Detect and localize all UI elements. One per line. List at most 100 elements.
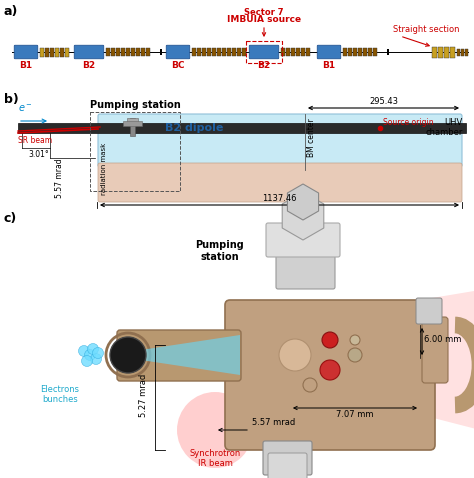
Bar (160, 49, 162, 55)
FancyBboxPatch shape (166, 45, 190, 59)
Bar (450, 46, 456, 57)
Bar (45, 47, 49, 56)
FancyBboxPatch shape (225, 300, 435, 450)
Text: Synchrotron
IR beam: Synchrotron IR beam (190, 448, 241, 468)
Bar (237, 48, 241, 56)
FancyBboxPatch shape (263, 441, 312, 475)
Text: 295.43: 295.43 (369, 97, 398, 106)
Bar (353, 48, 357, 56)
Bar (202, 48, 206, 56)
Bar (65, 47, 69, 56)
Bar (121, 48, 125, 56)
Bar (301, 48, 305, 56)
Bar (445, 46, 449, 57)
Polygon shape (108, 335, 240, 375)
Bar (40, 47, 44, 56)
Circle shape (92, 348, 103, 358)
Text: BM center: BM center (307, 118, 316, 157)
Circle shape (348, 348, 362, 362)
Bar (432, 46, 438, 57)
Circle shape (91, 354, 101, 365)
Text: a): a) (4, 5, 18, 18)
Text: 5.27 mrad: 5.27 mrad (139, 373, 148, 417)
Text: Sector 7: Sector 7 (244, 8, 284, 17)
Bar (281, 48, 285, 56)
Circle shape (110, 337, 146, 373)
Bar (197, 48, 201, 56)
Circle shape (79, 346, 90, 357)
Bar (387, 49, 389, 55)
Bar (296, 48, 300, 56)
Polygon shape (150, 290, 474, 430)
Circle shape (88, 344, 99, 355)
Bar (358, 48, 362, 56)
Bar (227, 48, 231, 56)
Bar (106, 48, 110, 56)
Bar (18, 123, 466, 133)
Text: BC: BC (171, 61, 185, 70)
FancyBboxPatch shape (249, 45, 279, 59)
Bar (55, 47, 59, 56)
Bar (192, 48, 196, 56)
Text: IMBUIA source: IMBUIA source (227, 15, 301, 24)
Bar (286, 48, 290, 56)
Bar (363, 48, 367, 56)
Polygon shape (282, 192, 324, 240)
Text: c): c) (4, 212, 17, 225)
Bar (465, 48, 468, 55)
Text: UHV
chamber: UHV chamber (426, 118, 463, 137)
FancyBboxPatch shape (416, 298, 442, 324)
Bar (60, 47, 64, 56)
Bar (462, 48, 465, 55)
Bar (373, 48, 377, 56)
Text: radiation mask: radiation mask (101, 143, 107, 195)
Circle shape (320, 360, 340, 380)
FancyBboxPatch shape (276, 250, 335, 289)
Circle shape (82, 356, 92, 367)
FancyBboxPatch shape (422, 317, 448, 383)
Text: Electrons
bunches: Electrons bunches (40, 385, 80, 404)
Bar (306, 48, 310, 56)
Text: $e^-$: $e^-$ (18, 103, 33, 114)
Text: 3.01°: 3.01° (28, 150, 49, 159)
Bar (438, 46, 444, 57)
Text: Straight section: Straight section (393, 25, 459, 34)
Text: 5.57 mrad: 5.57 mrad (252, 418, 295, 427)
Bar (116, 48, 120, 56)
FancyBboxPatch shape (268, 453, 307, 478)
Text: B2: B2 (257, 61, 271, 70)
Text: B2: B2 (82, 61, 96, 70)
Bar (123, 121, 142, 126)
Bar (136, 48, 140, 56)
FancyBboxPatch shape (117, 330, 241, 381)
Circle shape (279, 339, 311, 371)
Bar (130, 118, 135, 136)
Text: 6.00 mm: 6.00 mm (424, 336, 461, 345)
Bar (242, 48, 246, 56)
Bar (217, 48, 221, 56)
Bar (146, 48, 150, 56)
Bar (50, 47, 54, 56)
Bar (212, 48, 216, 56)
Polygon shape (287, 184, 319, 220)
Text: B2 dipole: B2 dipole (165, 123, 223, 133)
Text: 7.07 mm: 7.07 mm (336, 410, 374, 419)
Text: B1: B1 (322, 61, 336, 70)
Circle shape (350, 335, 360, 345)
FancyBboxPatch shape (98, 163, 462, 202)
Bar (246, 41, 282, 63)
Bar (126, 48, 130, 56)
Bar (141, 48, 145, 56)
Bar (343, 48, 347, 56)
Bar (368, 48, 372, 56)
Bar (131, 48, 135, 56)
Text: 5.57 mrad: 5.57 mrad (55, 158, 64, 197)
Text: SR beam: SR beam (18, 136, 52, 145)
Circle shape (322, 332, 338, 348)
Text: Source origin: Source origin (383, 118, 434, 127)
FancyBboxPatch shape (266, 223, 340, 257)
FancyBboxPatch shape (14, 45, 38, 59)
Bar (127, 118, 138, 122)
Bar (111, 48, 115, 56)
Bar (222, 48, 226, 56)
